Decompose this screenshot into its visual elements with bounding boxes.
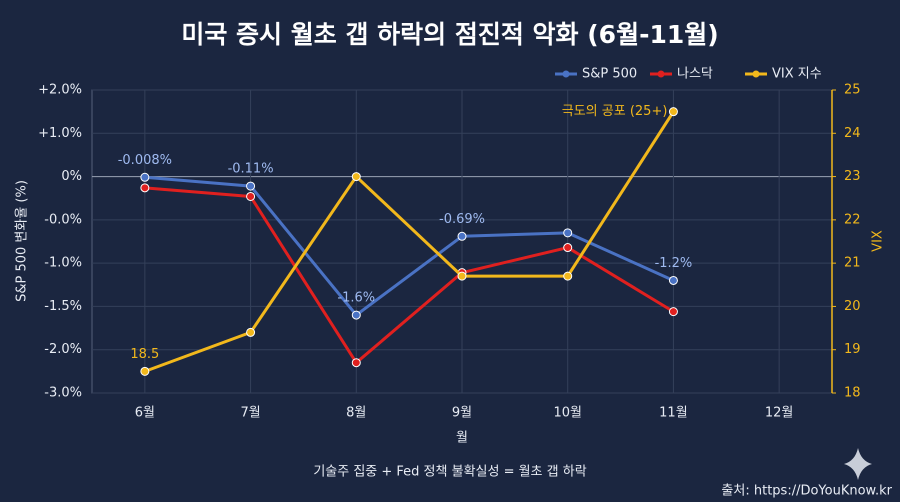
- point: [563, 243, 573, 253]
- data-label: -0.69%: [439, 212, 485, 227]
- x-tick-label: 10월: [553, 406, 582, 421]
- point: [246, 181, 256, 191]
- legend-label: VIX 지수: [772, 67, 822, 82]
- y-tick-label: -2.0%: [44, 342, 82, 357]
- y2-tick-label: 18: [844, 386, 861, 401]
- point: [457, 231, 467, 241]
- point: [351, 310, 361, 320]
- y-tick-label: -3.0%: [44, 386, 82, 401]
- point: [668, 107, 678, 117]
- y-tick-label: 0%: [61, 169, 82, 184]
- point: [246, 327, 256, 337]
- footer: 기술주 집중 + Fed 정책 불확실성 = 월초 갭 하락: [313, 465, 586, 480]
- legend-dot: [562, 70, 570, 78]
- point: [668, 275, 678, 285]
- y2-tick-label: 22: [844, 212, 861, 227]
- x-tick-label: 9월: [452, 406, 472, 421]
- point: [140, 366, 150, 376]
- legend-label: S&P 500: [582, 67, 637, 82]
- y-tick-label: +1.0%: [38, 126, 82, 141]
- point: [457, 271, 467, 281]
- point: [668, 307, 678, 317]
- data-label: -0.11%: [228, 162, 274, 177]
- x-tick-label: 12월: [765, 406, 794, 421]
- legend-dot: [752, 70, 760, 78]
- y2-tick-label: 19: [844, 342, 861, 357]
- x-tick-label: 8월: [346, 406, 366, 421]
- y2-tick-label: 20: [844, 299, 861, 314]
- x-tick-label: 6월: [135, 406, 155, 421]
- legend-dot: [657, 70, 665, 78]
- chart-title: 미국 증시 월초 갭 하락의 점진적 악화 (6월-11월): [181, 20, 718, 49]
- sparkle-icon: [844, 448, 872, 480]
- data-label: -1.6%: [337, 291, 375, 306]
- point: [140, 172, 150, 182]
- y-tick-label: +2.0%: [38, 83, 82, 98]
- y-tick-label: -1.5%: [44, 299, 82, 314]
- x-axis-label: 월: [456, 431, 468, 446]
- source: 출처: https://DoYouKnow.kr: [721, 484, 892, 499]
- y2-tick-label: 21: [844, 256, 861, 271]
- point: [563, 228, 573, 238]
- y-tick-label: -0.0%: [44, 212, 82, 227]
- x-tick-label: 11월: [659, 406, 688, 421]
- y2-tick-label: 25: [844, 83, 861, 98]
- data-label: -0.008%: [118, 153, 172, 168]
- series-line: [144, 186, 675, 365]
- data-label: 18.5: [130, 347, 159, 362]
- data-label: -1.2%: [655, 256, 693, 271]
- y2-axis-label: VIX: [871, 230, 886, 252]
- point: [140, 183, 150, 193]
- x-tick-label: 7월: [240, 406, 260, 421]
- annotation: 극도의 공포 (25+): [562, 104, 668, 119]
- y2-tick-label: 23: [844, 169, 861, 184]
- series-line: [144, 110, 675, 373]
- point: [246, 191, 256, 201]
- y-axis-label: S&P 500 변화율 (%): [15, 180, 30, 302]
- y-tick-label: -1.0%: [44, 256, 82, 271]
- point: [563, 271, 573, 281]
- y2-tick-label: 24: [844, 126, 861, 141]
- point: [351, 172, 361, 182]
- series-line: [144, 175, 675, 317]
- legend-label: 나스닥: [677, 67, 713, 82]
- point: [351, 358, 361, 368]
